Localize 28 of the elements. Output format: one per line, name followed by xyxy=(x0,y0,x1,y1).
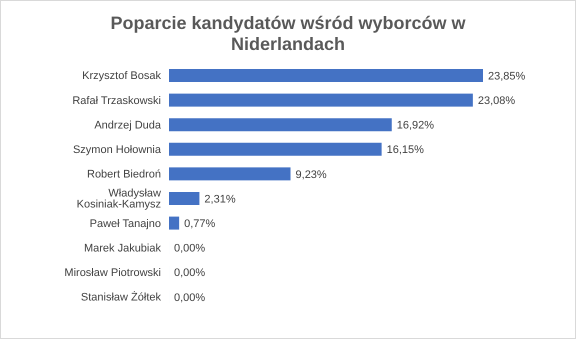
bar xyxy=(169,94,473,107)
y-tick-label: Szymon Hołownia xyxy=(72,144,162,156)
data-label: 16,15% xyxy=(386,144,424,156)
bar xyxy=(169,192,200,205)
data-label: 16,92% xyxy=(396,120,434,132)
y-tick-label: Andrzej Duda xyxy=(94,119,162,132)
data-label: 0,00% xyxy=(174,267,206,280)
y-tick-label: Paweł Tanajno xyxy=(90,218,161,230)
bar xyxy=(169,167,291,180)
data-label: 9,23% xyxy=(296,168,327,181)
bar xyxy=(169,142,382,156)
y-tick-label: Krzysztof Bosak xyxy=(82,70,162,82)
y-tick-label: Mirosław Piotrowski xyxy=(64,267,161,280)
y-tick-label: Robert Biedroń xyxy=(87,168,161,181)
y-tick-label: Rafał Trzaskowski xyxy=(72,94,161,107)
data-label: 23,85% xyxy=(488,70,526,82)
data-label: 2,31% xyxy=(204,193,236,206)
y-tick-label: Stanisław Żółtek xyxy=(80,290,162,304)
bar xyxy=(169,216,180,230)
chart-title: Poparcie kandydatów wśród wyborców w Niderlandach xyxy=(109,13,467,55)
data-label: 0,00% xyxy=(174,292,206,304)
bar xyxy=(169,69,483,82)
data-label: 23,08% xyxy=(478,94,516,107)
data-label: 0,77% xyxy=(184,218,216,230)
y-tick-label: Władysław Kosiniak-Kamysz xyxy=(76,188,162,211)
bar xyxy=(169,118,392,132)
y-tick-label: Marek Jakubiak xyxy=(84,242,162,254)
data-label: 0,00% xyxy=(174,242,206,255)
